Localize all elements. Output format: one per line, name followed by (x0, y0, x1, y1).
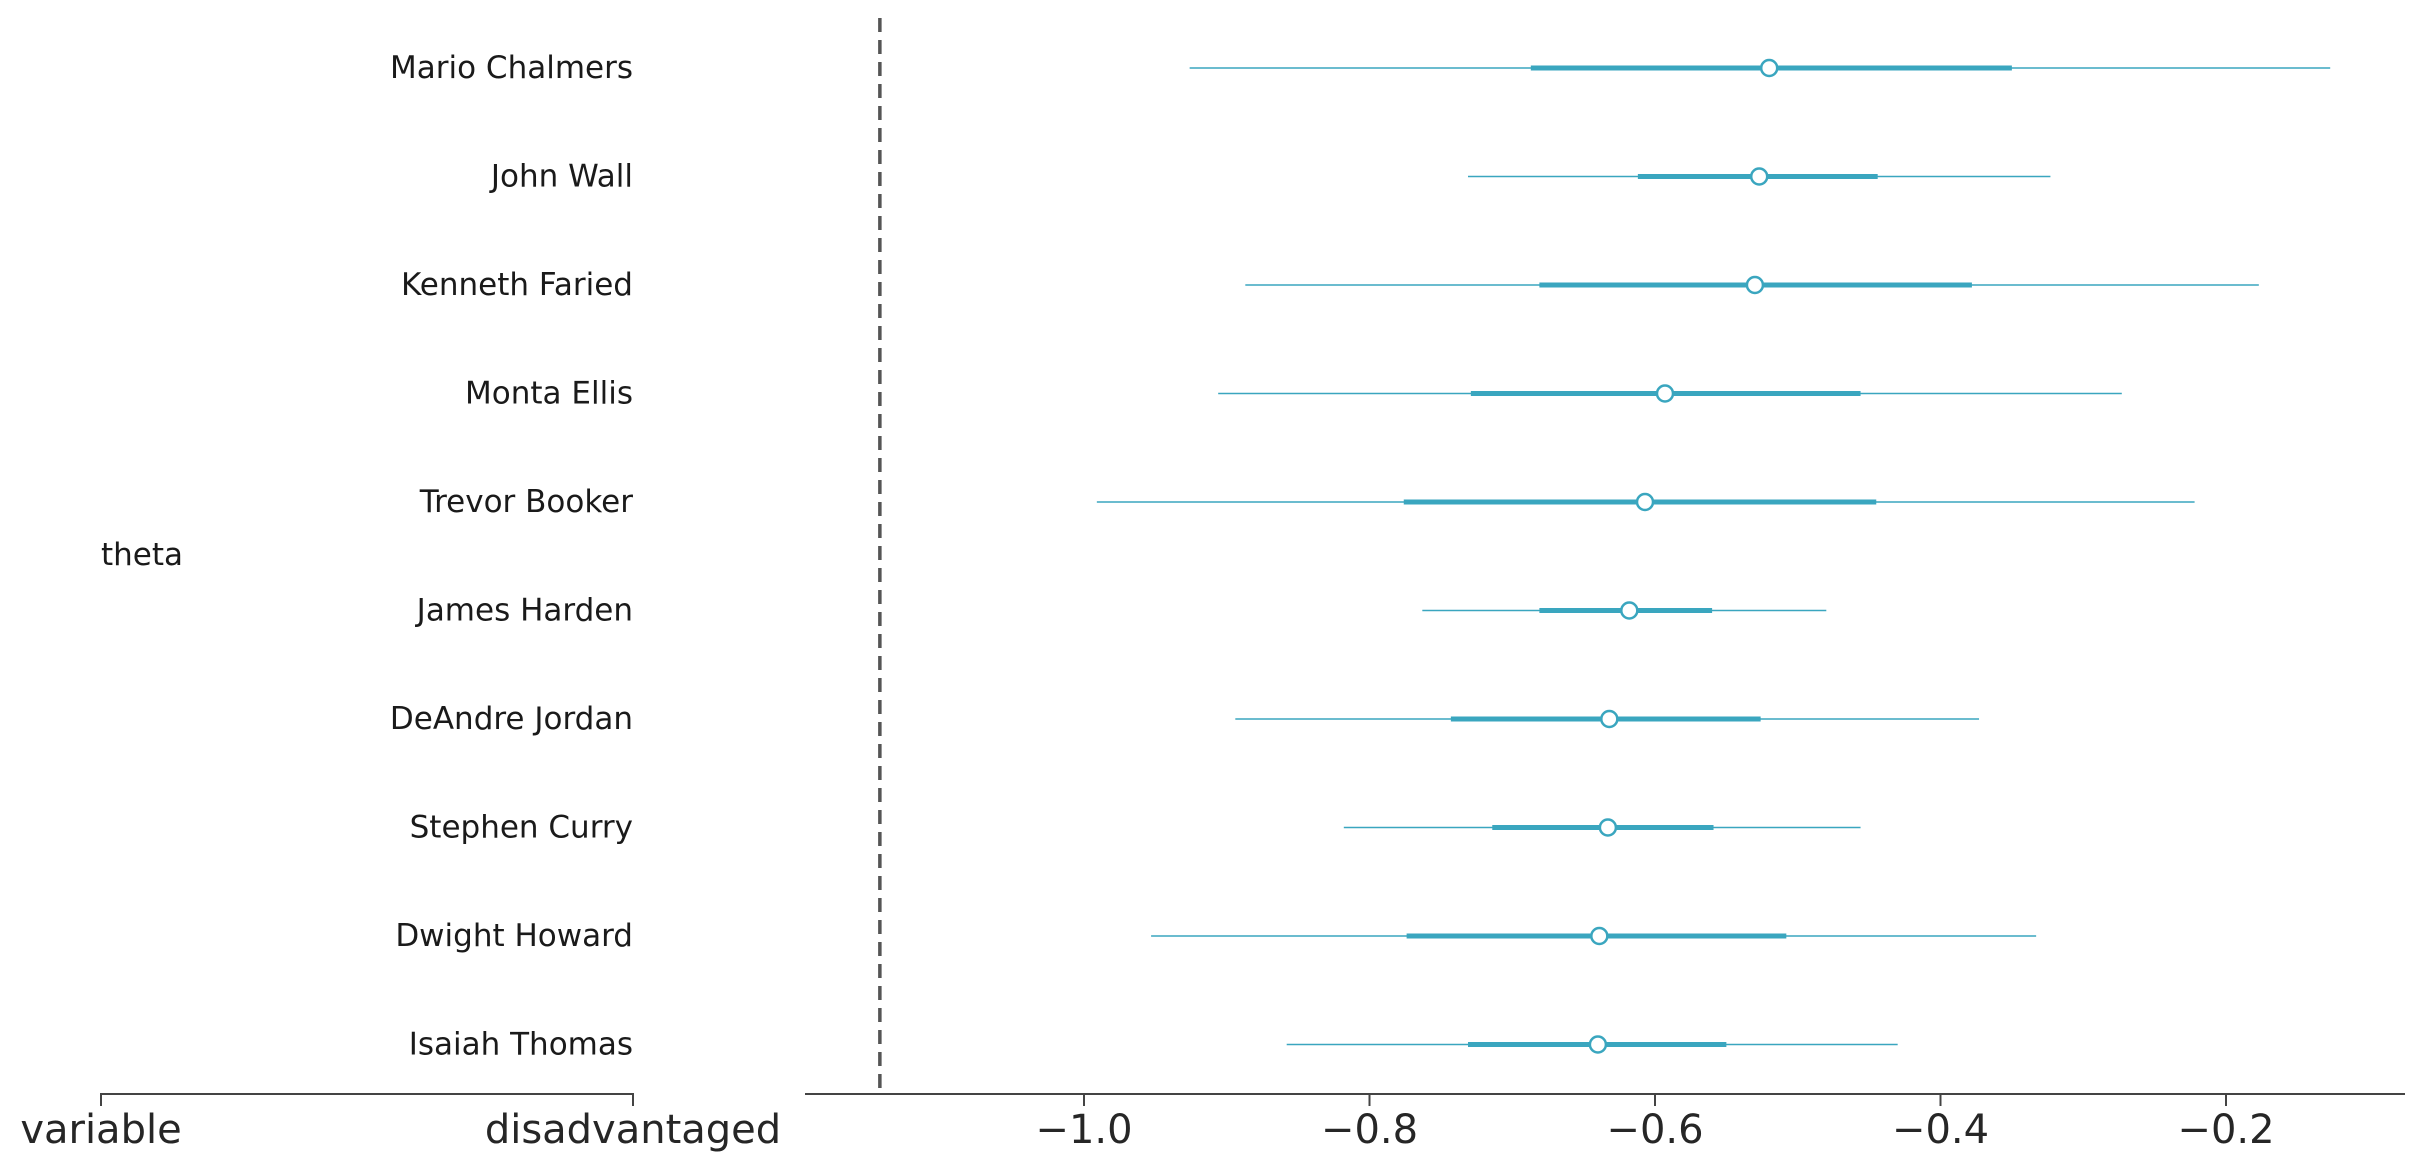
median-point (1745, 275, 1765, 295)
x-tick-label: −0.6 (1606, 1107, 1703, 1153)
row-label: Isaiah Thomas (409, 1027, 633, 1063)
column-label-variable: variable (20, 1107, 181, 1153)
median-point (1620, 601, 1639, 620)
x-tick-label: −0.2 (2177, 1107, 2274, 1153)
row-labels: Mario Chalmers John Wall Kenneth Faried Mon… (390, 50, 633, 1063)
median-point (1590, 926, 1609, 946)
median-point (1655, 384, 1675, 403)
median-point (1759, 58, 1779, 78)
median-point (1749, 167, 1769, 186)
row-label: Dwight Howard (395, 918, 633, 954)
row-label: Trevor Booker (419, 484, 634, 520)
row-label: Mario Chalmers (390, 50, 633, 86)
group-label: theta (101, 537, 183, 573)
row-label: Monta Ellis (465, 376, 633, 412)
row-label: John Wall (489, 159, 633, 195)
median-point (1635, 492, 1655, 512)
median-point (1600, 709, 1619, 729)
x-tick-label: −0.4 (1892, 1107, 1989, 1153)
median-point (1598, 818, 1618, 837)
row-label: DeAndre Jordan (390, 701, 633, 737)
row-label: Stephen Curry (410, 810, 633, 846)
x-tick-label: −1.0 (1035, 1107, 1132, 1153)
row-label: Kenneth Faried (401, 267, 633, 303)
x-tick-label: −0.8 (1321, 1107, 1418, 1153)
interval-marks (1096, 58, 2331, 1054)
column-label-disadvantaged: disadvantaged (485, 1107, 781, 1153)
median-point (1588, 1035, 1608, 1054)
x-ticks: −1.0 −0.8 −0.6 −0.4 −0.2 (1035, 1094, 2275, 1153)
row-label: James Harden (415, 593, 633, 629)
